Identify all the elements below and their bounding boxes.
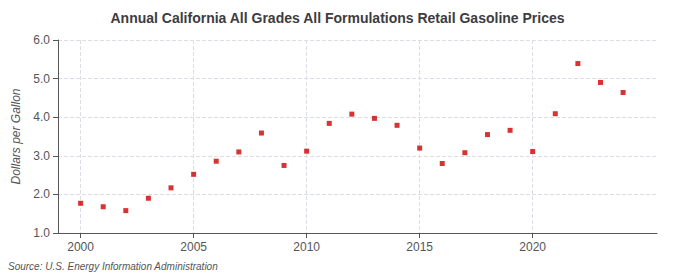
svg-text:2.0: 2.0 <box>33 187 50 201</box>
svg-text:2015: 2015 <box>406 240 433 254</box>
svg-text:1.0: 1.0 <box>33 226 50 240</box>
svg-text:4.0: 4.0 <box>33 110 50 124</box>
svg-text:Dollars per Gallon: Dollars per Gallon <box>9 88 23 184</box>
svg-text:2020: 2020 <box>519 240 546 254</box>
svg-text:6.0: 6.0 <box>33 33 50 47</box>
svg-text:2000: 2000 <box>67 240 94 254</box>
svg-text:5.0: 5.0 <box>33 72 50 86</box>
svg-text:2010: 2010 <box>293 240 320 254</box>
svg-text:2005: 2005 <box>180 240 207 254</box>
svg-text:Annual California All Grades A: Annual California All Grades All Formula… <box>110 10 564 26</box>
svg-text:3.0: 3.0 <box>33 149 50 163</box>
svg-text:Source: U.S. Energy Informatio: Source: U.S. Energy Information Administ… <box>8 261 218 272</box>
